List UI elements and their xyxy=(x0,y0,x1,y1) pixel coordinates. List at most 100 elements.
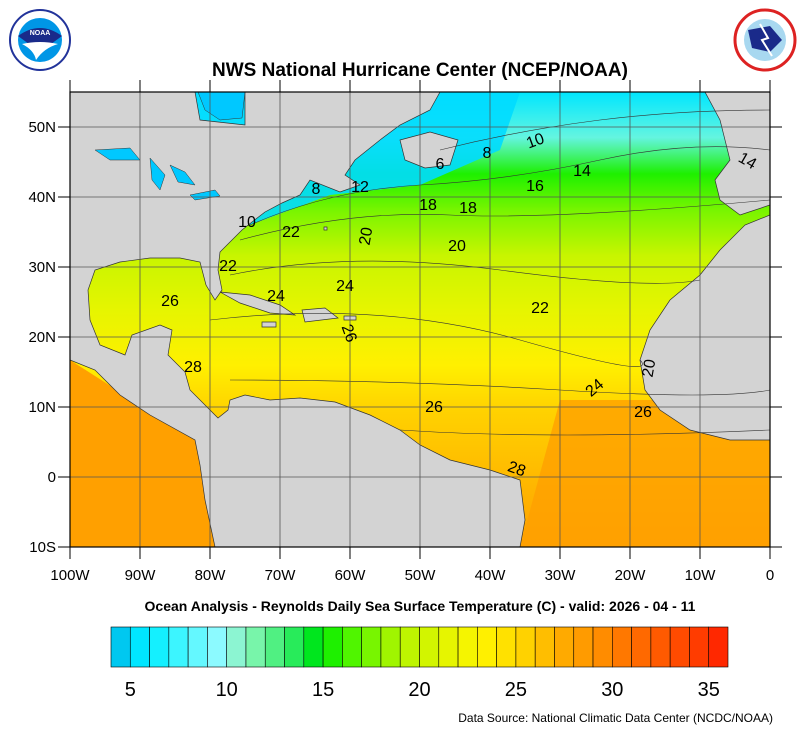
noaa-logo: NOAA xyxy=(9,9,71,71)
lon-tick-label: 60W xyxy=(335,567,367,584)
contour-label: 8 xyxy=(312,181,321,198)
bermuda xyxy=(323,226,328,231)
colorbar-swatch xyxy=(689,626,710,668)
colorbar-swatch xyxy=(110,626,131,668)
colorbar-swatch xyxy=(380,626,401,668)
contour-label: 16 xyxy=(526,178,544,195)
contour-label: 8 xyxy=(483,145,492,162)
contour-labels: 10 8 6 14 14 16 8 12 18 18 10 22 20 20 22 24 24 26 22 26 28 2… xyxy=(161,130,759,480)
colorbar-tick-label: 35 xyxy=(698,679,720,701)
colorbar-swatch xyxy=(187,626,208,668)
colorbar-tick-label: 25 xyxy=(505,679,527,701)
contour-label: 26 xyxy=(634,404,652,421)
contour-label: 22 xyxy=(531,300,549,317)
isotherm-lines xyxy=(209,109,770,436)
contour-label: 10 xyxy=(524,130,547,152)
colorbar-swatch xyxy=(207,626,227,668)
colorbar-swatch xyxy=(708,626,729,668)
contour-label: 18 xyxy=(459,200,477,217)
lat-tick-label: 40N xyxy=(28,189,56,206)
colorbar-tick-label: 10 xyxy=(216,679,238,701)
chart-title: NWS National Hurricane Center (NCEP/NOAA… xyxy=(212,60,628,81)
contour-label: 26 xyxy=(161,293,179,310)
data-source: Data Source: National Climatic Data Cent… xyxy=(458,711,773,725)
contour-label: 24 xyxy=(267,288,285,305)
lon-tick-label: 20W xyxy=(615,567,647,584)
colorbar-swatch xyxy=(650,626,671,668)
contour-label: 14 xyxy=(735,149,759,173)
colorbar-swatch xyxy=(129,626,150,668)
colorbar-tick-label: 5 xyxy=(125,679,136,701)
colorbar-swatch xyxy=(322,626,343,668)
colorbar-swatch xyxy=(496,626,517,668)
colorbar-swatch xyxy=(303,626,324,668)
colorbar-swatch xyxy=(168,626,189,668)
lon-tick-label: 50W xyxy=(405,567,437,584)
nws-logo xyxy=(733,8,797,72)
colorbar-swatch xyxy=(342,626,362,668)
north-america xyxy=(70,92,526,547)
contour-label: 6 xyxy=(436,156,445,173)
lon-tick-label: 80W xyxy=(195,567,227,584)
colorbar-swatch xyxy=(457,626,478,668)
contour-label: 28 xyxy=(505,458,528,480)
lat-tick-label: 10S xyxy=(29,539,56,556)
contour-label: 20 xyxy=(448,238,466,255)
colorbar-swatch xyxy=(573,626,594,668)
contour-label: 26 xyxy=(338,322,360,345)
contour-label: 12 xyxy=(351,179,369,196)
colorbar-tick-label: 20 xyxy=(408,679,430,701)
contour-label: 28 xyxy=(184,359,202,376)
lat-tick-label: 20N xyxy=(28,329,56,346)
lat-tick-label: 10N xyxy=(28,399,56,416)
svg-text:NOAA: NOAA xyxy=(30,30,51,37)
colorbar-swatch xyxy=(612,626,632,668)
colorbar-swatch xyxy=(534,626,555,668)
lat-tick-label: 0 xyxy=(48,469,56,486)
lon-tick-label: 10W xyxy=(685,567,717,584)
lon-tick-label: 30W xyxy=(545,567,577,584)
lat-tick-label: 50N xyxy=(28,119,56,136)
contour-label: 10 xyxy=(238,214,256,231)
lon-tick-label: 90W xyxy=(125,567,157,584)
colorbar-swatch xyxy=(515,626,536,668)
cuba xyxy=(219,291,297,316)
contour-label: 24 xyxy=(336,278,354,295)
colorbar-swatch xyxy=(284,626,305,668)
jamaica xyxy=(261,321,277,328)
contour-label: 20 xyxy=(357,226,377,247)
lat-tick-label: 30N xyxy=(28,259,56,276)
colorbar: 5 10 15 20 25 30 35 xyxy=(110,626,729,701)
contour-label: 20 xyxy=(640,358,660,379)
map-subtitle: Ocean Analysis - Reynolds Daily Sea Surf… xyxy=(145,598,696,614)
colorbar-swatch xyxy=(264,626,285,668)
contour-label: 22 xyxy=(219,258,237,275)
lon-tick-label: 40W xyxy=(475,567,507,584)
hispaniola xyxy=(301,307,339,323)
colorbar-swatch xyxy=(477,626,497,668)
newfoundland xyxy=(399,131,459,169)
contour-label: 18 xyxy=(419,197,437,214)
colorbar-swatch xyxy=(245,626,266,668)
contour-label: 26 xyxy=(425,399,443,416)
contour-label: 14 xyxy=(573,163,591,180)
colorbar-swatch xyxy=(669,626,690,668)
colorbar-tick-label: 30 xyxy=(601,679,623,701)
map-axes: 100W 90W 80W 70W 60W 50W 40W 30W 20W 10W 0 50N 40N 30… xyxy=(28,80,782,584)
colorbar-swatch xyxy=(399,626,420,668)
lon-tick-label: 0 xyxy=(766,567,774,584)
colorbar-swatch xyxy=(592,626,613,668)
colorbar-swatch xyxy=(631,626,652,668)
colorbar-swatch xyxy=(438,626,459,668)
lat-lon-grid xyxy=(70,92,770,547)
contour-label: 22 xyxy=(282,224,300,241)
lon-tick-label: 70W xyxy=(265,567,297,584)
colorbar-tick-label: 15 xyxy=(312,679,334,701)
colorbar-swatch xyxy=(149,626,170,668)
colorbar-swatch xyxy=(361,626,382,668)
colorbar-swatch xyxy=(226,626,247,668)
lon-tick-label: 100W xyxy=(50,567,90,584)
colorbar-swatch xyxy=(419,626,440,668)
map-plot-area: 10 8 6 14 14 16 8 12 18 18 10 22 20 20 22 24 24 26 22 26 28 2… xyxy=(70,92,770,547)
